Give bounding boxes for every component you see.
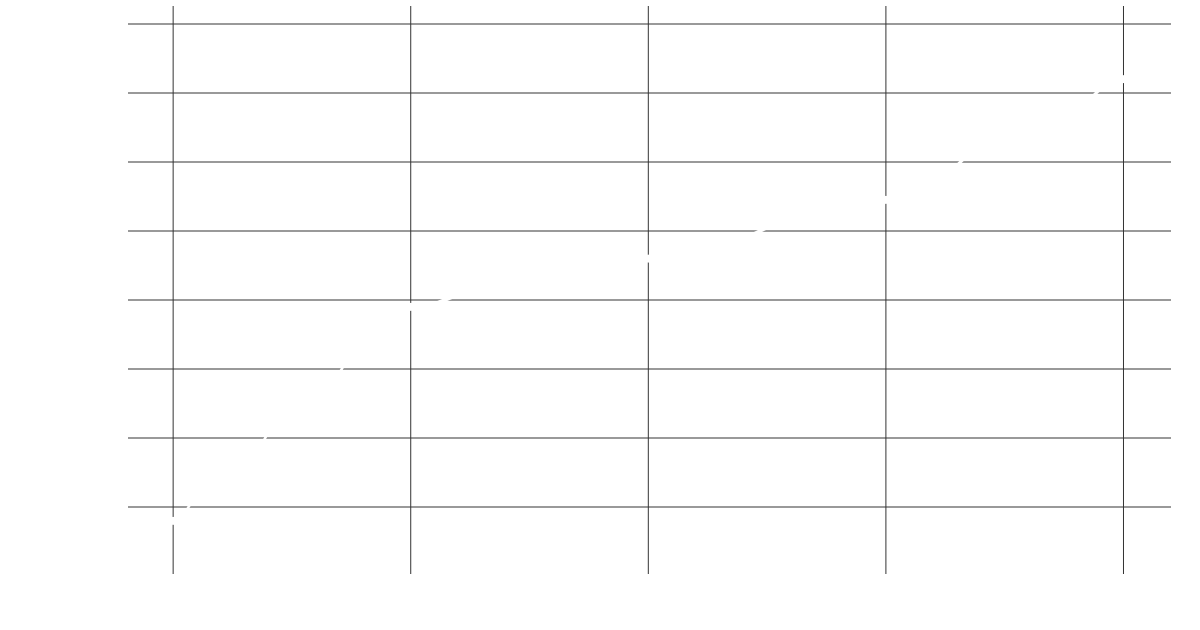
y-tick-label: 2: [113, 361, 120, 375]
data-point: [1119, 75, 1128, 84]
data-point: [406, 302, 415, 311]
y-tick-label: 0: [113, 499, 120, 513]
y-tick-label: 5: [113, 154, 120, 168]
x-tick-label: 1: [407, 582, 414, 596]
x-tick-label: 2: [645, 582, 652, 596]
x-tick-label: 3: [883, 582, 890, 596]
y-tick-label: 3: [113, 292, 120, 306]
y-tick-label: 1: [113, 430, 120, 444]
x-tick-label: 4: [1120, 582, 1127, 596]
data-point: [169, 516, 178, 525]
y-tick-label: 6: [113, 85, 120, 99]
data-point: [881, 195, 890, 204]
y-tick-label: 4: [113, 223, 120, 237]
y-tick-label: 7: [113, 16, 120, 30]
data-point: [644, 254, 653, 263]
x-tick-label: 0: [170, 582, 177, 596]
